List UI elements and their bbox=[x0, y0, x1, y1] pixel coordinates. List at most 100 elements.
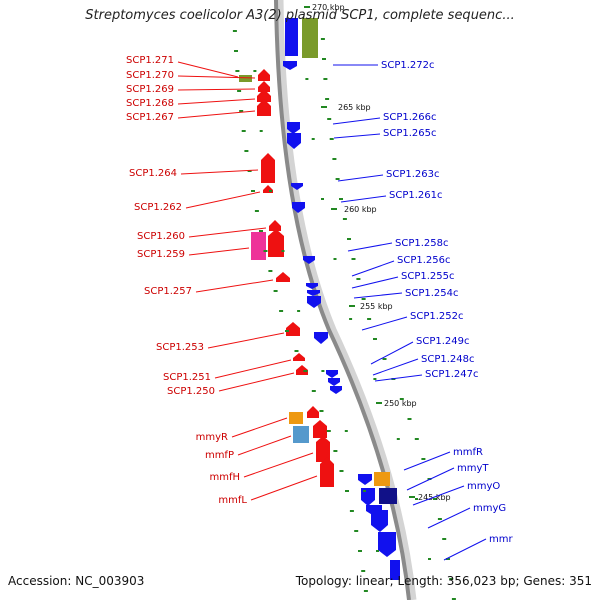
reverse-gene-263c[interactable] bbox=[291, 183, 303, 190]
steel-feature-mmfP[interactable] bbox=[293, 426, 309, 443]
gene-label-scp1-259[interactable]: SCP1.259 bbox=[137, 249, 185, 260]
reverse-gene-247c[interactable] bbox=[330, 386, 342, 394]
gene-label-mmr[interactable]: mmr bbox=[489, 534, 513, 545]
olive-feature-block-top[interactable] bbox=[302, 18, 318, 58]
forward-gene-253[interactable] bbox=[286, 322, 300, 336]
gene-label-mmfR[interactable]: mmfR bbox=[453, 447, 483, 458]
gene-label-scp1-269[interactable]: SCP1.269 bbox=[126, 84, 174, 95]
kbp-marker-260: 260 kbp bbox=[331, 205, 377, 214]
reverse-gene-block-top[interactable] bbox=[285, 18, 298, 56]
kbp-label: 260 kbp bbox=[344, 205, 377, 214]
tick-mark bbox=[241, 130, 246, 132]
forward-gene-250[interactable] bbox=[296, 365, 308, 375]
gene-label-scp1-266c[interactable]: SCP1.266c bbox=[383, 112, 437, 123]
gene-label-scp1-263c[interactable]: SCP1.263c bbox=[386, 169, 440, 180]
tick-mark bbox=[323, 78, 328, 80]
forward-gene-mmfH[interactable] bbox=[316, 436, 330, 462]
tick-mark bbox=[376, 550, 379, 552]
reverse-gene-252c[interactable] bbox=[314, 332, 328, 344]
olive-feature-271[interactable] bbox=[239, 75, 252, 82]
reverse-gene-249c[interactable] bbox=[326, 370, 338, 378]
reverse-gene-bottom[interactable] bbox=[390, 560, 400, 580]
forward-gene-269[interactable] bbox=[258, 81, 270, 92]
reverse-gene-272c[interactable] bbox=[283, 61, 297, 70]
kbp-label: 270 kbp bbox=[312, 3, 345, 12]
tick-mark bbox=[237, 90, 242, 92]
reverse-gene-248c[interactable] bbox=[328, 378, 340, 386]
gene-label-scp1-261c[interactable]: SCP1.261c bbox=[389, 190, 443, 201]
gene-label-scp1-249c[interactable]: SCP1.249c bbox=[416, 336, 470, 347]
gene-label-scp1-260[interactable]: SCP1.260 bbox=[137, 231, 185, 242]
gene-label-mmyG[interactable]: mmyG bbox=[473, 503, 506, 514]
kbp-marker-270: 270 kbp bbox=[304, 3, 345, 12]
forward-gene-251[interactable] bbox=[293, 353, 305, 361]
gene-label-scp1-262[interactable]: SCP1.262 bbox=[134, 202, 182, 213]
gene-label-scp1-254c[interactable]: SCP1.254c bbox=[405, 288, 459, 299]
reverse-gene-265c[interactable] bbox=[287, 133, 301, 149]
gene-label-scp1-265c[interactable]: SCP1.265c bbox=[383, 128, 437, 139]
reverse-gene-mmyG[interactable] bbox=[371, 510, 388, 532]
forward-gene-mmyR[interactable] bbox=[307, 406, 319, 418]
forward-gene-259[interactable] bbox=[268, 229, 284, 257]
reverse-gene-258c[interactable] bbox=[303, 256, 315, 264]
backbone-line bbox=[274, 0, 411, 600]
gene-label-scp1-255c[interactable]: SCP1.255c bbox=[401, 271, 455, 282]
gene-label-scp1-270[interactable]: SCP1.270 bbox=[126, 70, 174, 81]
gene-label-scp1-257[interactable]: SCP1.257 bbox=[144, 286, 192, 297]
tick-mark bbox=[399, 398, 404, 400]
reverse-gene-mmfR[interactable] bbox=[358, 474, 372, 485]
gene-label-mmyT[interactable]: mmyT bbox=[457, 463, 489, 474]
gene-label-scp1-267[interactable]: SCP1.267 bbox=[126, 112, 174, 123]
forward-gene-270[interactable] bbox=[258, 69, 270, 81]
reverse-gene-254c[interactable] bbox=[307, 296, 321, 308]
forward-gene-260[interactable] bbox=[269, 220, 281, 231]
reverse-gene-mmyT[interactable] bbox=[361, 488, 375, 506]
orange-feature-mmyR[interactable] bbox=[289, 412, 303, 424]
gene-label-scp1-271[interactable]: SCP1.271 bbox=[126, 55, 174, 66]
tick-mark bbox=[305, 78, 309, 80]
gene-label-scp1-252c[interactable]: SCP1.252c bbox=[410, 311, 464, 322]
gene-label-scp1-256c[interactable]: SCP1.256c bbox=[397, 255, 451, 266]
gene-label-mmfP[interactable]: mmfP bbox=[205, 450, 234, 461]
tick-mark bbox=[259, 230, 263, 232]
gene-label-scp1-247c[interactable]: SCP1.247c bbox=[425, 369, 479, 380]
gene-label-scp1-248c[interactable]: SCP1.248c bbox=[421, 354, 475, 365]
reverse-gene-266c[interactable] bbox=[287, 122, 300, 134]
forward-gene-268[interactable] bbox=[257, 89, 271, 102]
navy-feature-mmyO[interactable] bbox=[379, 488, 397, 504]
gene-label-scp1-253[interactable]: SCP1.253 bbox=[156, 342, 204, 353]
gene-label-scp1-250[interactable]: SCP1.250 bbox=[167, 386, 215, 397]
reverse-gene-261c[interactable] bbox=[292, 202, 305, 213]
gene-label-mmyR[interactable]: mmyR bbox=[196, 432, 228, 443]
tick-mark bbox=[361, 570, 366, 572]
gene-label-mmfH[interactable]: mmfH bbox=[209, 472, 240, 483]
forward-gene-267[interactable] bbox=[257, 99, 271, 116]
gene-label-mmfL[interactable]: mmfL bbox=[218, 495, 247, 506]
tick-mark bbox=[382, 358, 387, 360]
tick-mark bbox=[335, 178, 340, 180]
accession-text: Accession: NC_003903 bbox=[8, 574, 145, 588]
tick-mark bbox=[437, 518, 442, 520]
reverse-gene-mmr[interactable] bbox=[378, 532, 396, 557]
tick-mark bbox=[333, 258, 337, 260]
tick-mark bbox=[235, 70, 240, 72]
gene-label-scp1-264[interactable]: SCP1.264 bbox=[129, 168, 177, 179]
kbp-label: 265 kbp bbox=[338, 103, 371, 112]
forward-gene-257[interactable] bbox=[276, 272, 290, 282]
gene-label-scp1-272c[interactable]: SCP1.272c bbox=[381, 60, 435, 71]
gene-label-scp1-258c[interactable]: SCP1.258c bbox=[395, 238, 449, 249]
tick-mark bbox=[268, 270, 273, 272]
forward-gene-mmfP[interactable] bbox=[313, 420, 327, 438]
reverse-gene-256c[interactable] bbox=[306, 283, 318, 289]
forward-gene-mmfL[interactable] bbox=[320, 457, 334, 487]
tick-mark bbox=[281, 250, 285, 252]
gene-label-scp1-251[interactable]: SCP1.251 bbox=[163, 372, 211, 383]
reverse-gene-255c[interactable] bbox=[307, 290, 320, 296]
forward-gene-264[interactable] bbox=[261, 153, 275, 183]
orange-feature-mmfR[interactable] bbox=[374, 472, 390, 486]
gene-label-mmyO[interactable]: mmyO bbox=[467, 481, 500, 492]
magenta-feature-259[interactable] bbox=[251, 232, 266, 260]
tick-mark bbox=[361, 298, 366, 300]
tick-mark bbox=[332, 158, 337, 160]
gene-label-scp1-268[interactable]: SCP1.268 bbox=[126, 98, 174, 109]
